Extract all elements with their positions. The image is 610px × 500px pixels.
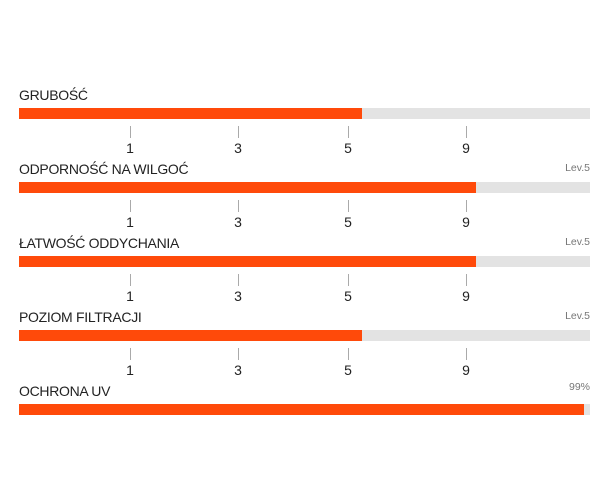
attribute-label: OCHRONA UV [19, 383, 111, 399]
scale-label: 5 [344, 214, 352, 230]
scale-label: 9 [462, 214, 470, 230]
scale-label: 5 [344, 140, 352, 156]
scale-tick [238, 126, 239, 138]
scale-tick [238, 200, 239, 212]
level-label: Lev.5 [565, 236, 590, 248]
scale-tick [238, 274, 239, 286]
scale-tick [238, 348, 239, 360]
scale-tick [466, 200, 467, 212]
bar-fill [19, 108, 362, 119]
scale-label: 3 [234, 214, 242, 230]
scale-tick [348, 348, 349, 360]
scale-label: 9 [462, 140, 470, 156]
bar-fill [19, 330, 362, 341]
scale-tick [130, 200, 131, 212]
scale-label: 3 [234, 288, 242, 304]
bar-fill [19, 404, 585, 415]
scale-tick [348, 200, 349, 212]
bar-track [19, 108, 590, 119]
level-label: Lev.5 [565, 162, 590, 174]
scale-tick [348, 274, 349, 286]
scale-label: 1 [126, 362, 134, 378]
scale-label: 1 [126, 214, 134, 230]
scale-tick [348, 126, 349, 138]
scale-label: 5 [344, 288, 352, 304]
scale-tick [130, 274, 131, 286]
bar-track [19, 404, 590, 415]
bar-track [19, 182, 590, 193]
attribute-label: POZIOM FILTRACJI [19, 309, 142, 325]
scale-label: 3 [234, 140, 242, 156]
scale-label: 9 [462, 362, 470, 378]
bar-track [19, 256, 590, 267]
bar-track [19, 330, 590, 341]
attribute-label: ŁATWOŚĆ ODDYCHANIA [19, 235, 180, 251]
attribute-label: GRUBOŚĆ [19, 87, 88, 103]
scale-tick [466, 126, 467, 138]
scale-label: 3 [234, 362, 242, 378]
scale-label: 9 [462, 288, 470, 304]
scale-tick [466, 348, 467, 360]
scale-label: 5 [344, 362, 352, 378]
attribute-label: ODPORNOŚĆ NA WILGOĆ [19, 161, 189, 177]
scale-tick [466, 274, 467, 286]
scale-tick [130, 126, 131, 138]
value-label: 99% [568, 381, 590, 393]
level-label: Lev.5 [565, 310, 590, 322]
bar-fill [19, 182, 476, 193]
scale-label: 1 [126, 140, 134, 156]
scale-label: 1 [126, 288, 134, 304]
bar-fill [19, 256, 476, 267]
scale-tick [130, 348, 131, 360]
